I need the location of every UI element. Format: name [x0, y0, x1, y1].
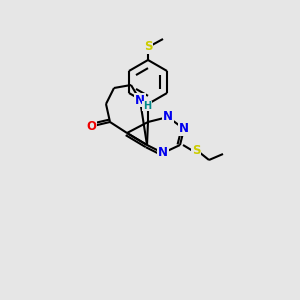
Text: N: N	[179, 122, 189, 136]
Text: H: H	[143, 101, 151, 111]
Text: S: S	[144, 40, 152, 53]
Text: O: O	[86, 119, 96, 133]
Text: N: N	[135, 94, 145, 106]
Text: N: N	[163, 110, 173, 124]
Text: S: S	[192, 145, 200, 158]
Text: N: N	[158, 146, 168, 160]
